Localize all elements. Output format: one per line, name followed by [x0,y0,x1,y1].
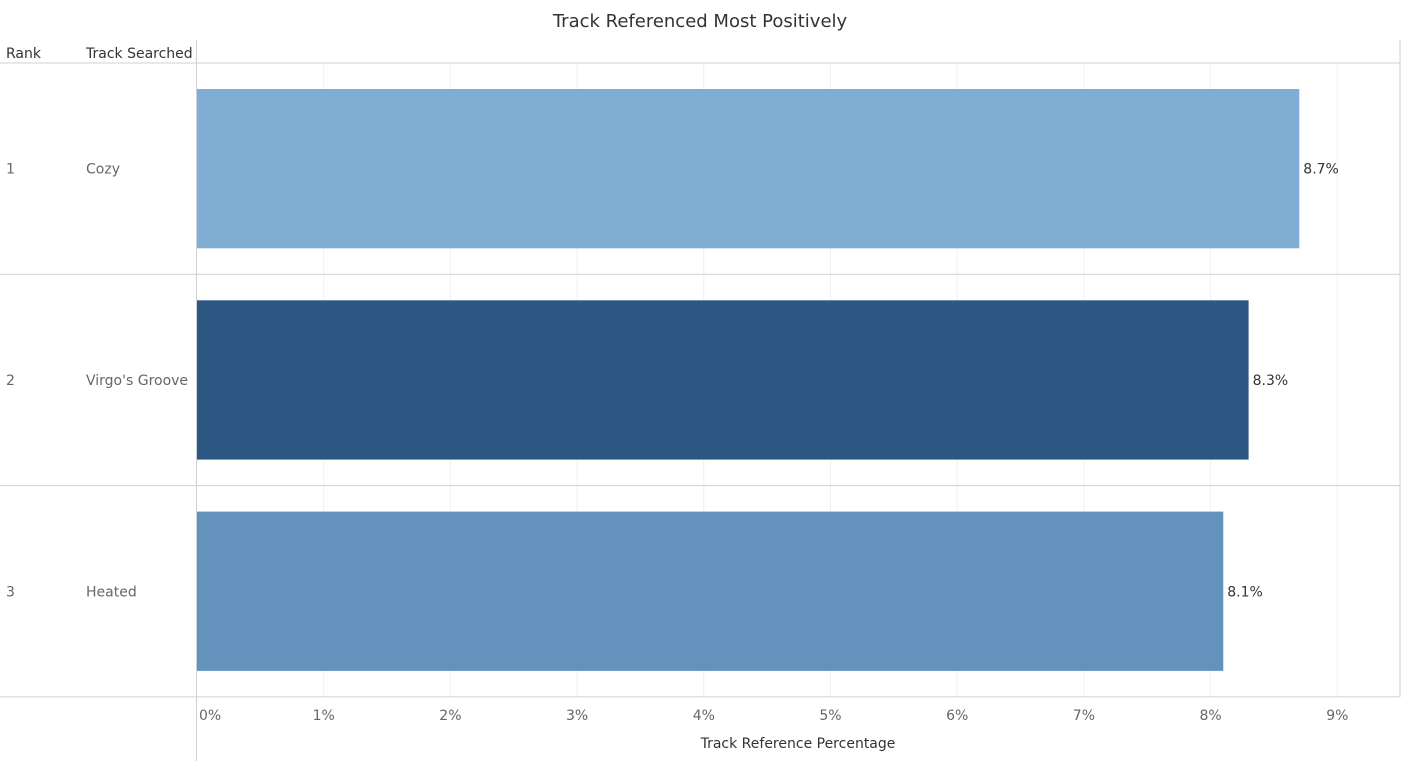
table-frame [0,40,1401,761]
table-row: 1 Cozy 8.7% [6,89,1339,249]
x-tick-label: 0% [199,708,221,724]
column-header-track-searched: Track Searched [85,46,193,62]
track-label: Heated [86,584,137,600]
data-label: 8.7% [1303,162,1339,178]
bar[interactable] [197,511,1224,671]
x-tick-label: 1% [313,708,335,724]
x-tick-label: 6% [946,708,968,724]
x-tick-label: 7% [1073,708,1095,724]
track-label: Cozy [86,162,120,178]
data-label: 8.1% [1227,584,1263,600]
chart-rows: 1 Cozy 8.7% 2 Virgo's Groove 8.3% 3 Heated 8.1% [6,89,1339,671]
x-axis-title: Track Reference Percentage [700,736,896,752]
x-tick-label: 8% [1199,708,1221,724]
x-tick-label: 4% [693,708,715,724]
bar[interactable] [197,300,1249,460]
rank-label: 2 [6,373,15,389]
chart-title: Track Referenced Most Positively [552,11,848,32]
bar[interactable] [197,89,1300,249]
rank-label: 1 [6,162,15,178]
x-tick-label: 3% [566,708,588,724]
table-row: 3 Heated 8.1% [6,511,1263,671]
table-row: 2 Virgo's Groove 8.3% [6,300,1289,460]
x-tick-label: 2% [439,708,461,724]
x-tick-label: 5% [819,708,841,724]
column-header-rank: Rank [6,46,42,62]
x-tick-label: 9% [1326,708,1348,724]
x-axis-ticks: 0% 1% 2% 3% 4% 5% 6% 7% 8% 9% [199,708,1348,724]
data-label: 8.3% [1253,373,1289,389]
track-label: Virgo's Groove [86,373,188,389]
rank-label: 3 [6,584,15,600]
